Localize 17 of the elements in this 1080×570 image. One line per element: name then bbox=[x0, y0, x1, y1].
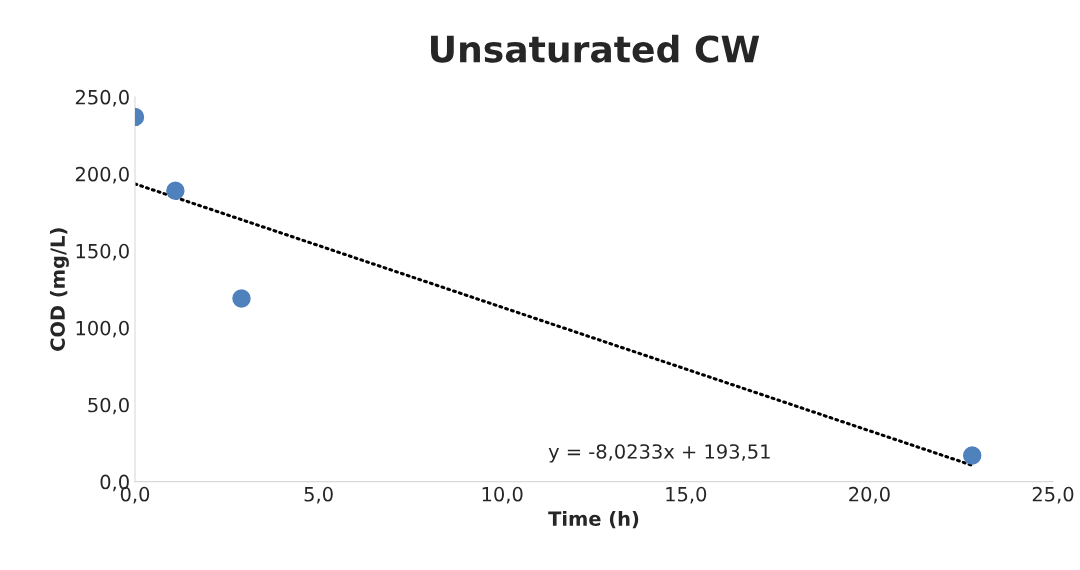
y-tick-label: 100,0 bbox=[76, 320, 129, 338]
chart-title: Unsaturated CW bbox=[431, 34, 760, 63]
x-tick-label: 20,0 bbox=[849, 486, 890, 504]
x-tick-label: 25,0 bbox=[1032, 486, 1074, 504]
annotation: y = -8,0233x + 193,51 bbox=[548, 444, 770, 463]
x-axis-title: Time (h) bbox=[548, 510, 639, 529]
y-tick-label: 250,0 bbox=[75, 89, 129, 107]
y-tick-label: 200,0 bbox=[75, 166, 129, 184]
point bbox=[166, 181, 185, 200]
point bbox=[963, 446, 982, 465]
y-tick-label: 150,0 bbox=[76, 243, 129, 261]
x-tick-label: 5,0 bbox=[304, 486, 333, 504]
x-tick-label: 15,0 bbox=[666, 486, 707, 504]
point bbox=[232, 289, 251, 308]
y-tick-label: 50,0 bbox=[88, 397, 129, 415]
y-axis-title: COD (mg/L) bbox=[49, 228, 69, 351]
x-tick-label: 10,0 bbox=[482, 486, 523, 504]
